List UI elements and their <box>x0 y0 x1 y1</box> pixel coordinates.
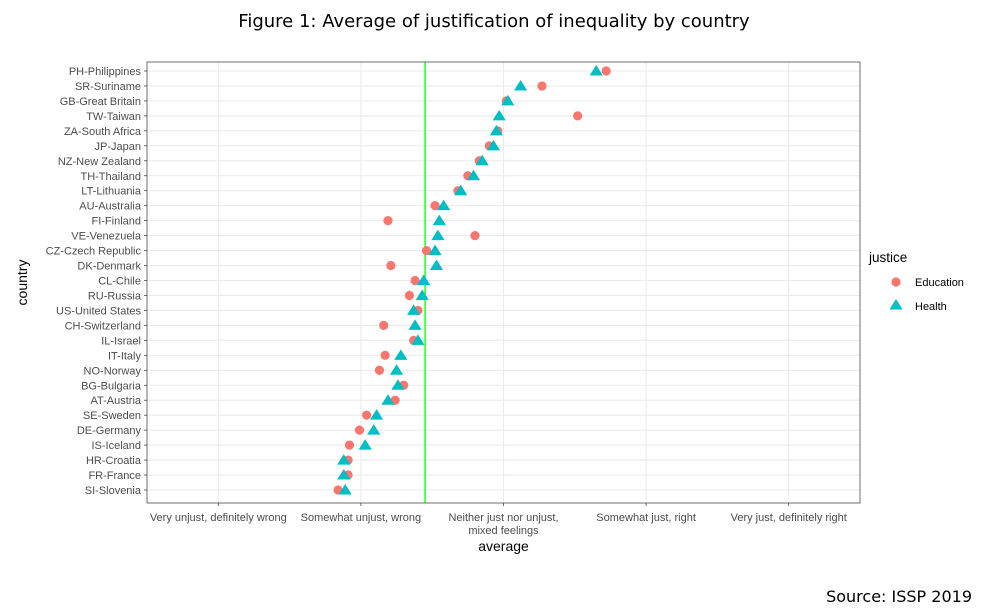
y-tick-label: DK-Denmark <box>77 261 141 273</box>
x-tick-label: Neither just nor unjust, mixed feelings <box>448 512 558 537</box>
y-tick-label: SI-Slovenia <box>85 485 142 497</box>
y-tick-label: CH-Switzerland <box>65 320 141 332</box>
health-point <box>381 394 395 405</box>
x-axis-tick-labels: Very unjust, definitely wrong Somewhat un… <box>150 503 847 537</box>
figure-title: Figure 1: Average of justification of in… <box>238 11 750 32</box>
y-tick-label: AU-Australia <box>79 201 142 213</box>
y-tick-label: FR-France <box>88 470 141 482</box>
x-tick-label: Very just, definitely right <box>731 512 847 524</box>
y-axis-title: country <box>14 260 30 306</box>
y-tick-label: IT-Italy <box>108 350 142 362</box>
y-tick-label: NZ-New Zealand <box>58 156 141 168</box>
y-tick-label: CL-Chile <box>98 276 141 288</box>
y-tick-label: SE-Sweden <box>83 410 141 422</box>
y-axis-tick-labels: PH-Philippines SR-Suriname GB-Great Britai… <box>46 66 147 497</box>
y-tick-label: LT-Lithuania <box>81 186 142 198</box>
health-point <box>489 124 503 136</box>
education-point <box>421 245 432 256</box>
health-point <box>369 409 384 420</box>
y-tick-label: VE-Venezuela <box>71 231 142 243</box>
grid-lines <box>147 62 860 503</box>
education-point <box>537 81 547 91</box>
health-point <box>432 214 446 226</box>
education-point <box>470 231 480 241</box>
health-point <box>437 199 451 211</box>
health-point <box>431 229 445 241</box>
health-point <box>338 484 352 495</box>
education-point <box>601 66 611 76</box>
health-point <box>429 259 444 271</box>
health-point <box>514 79 528 91</box>
y-tick-label: PH-Philippines <box>69 66 142 78</box>
y-tick-label: JP-Japan <box>95 141 141 153</box>
education-point <box>404 290 414 301</box>
legend-health-label: Health <box>915 301 947 313</box>
education-point <box>354 425 365 435</box>
y-tick-label: FI-Finland <box>91 216 141 228</box>
health-point <box>415 289 429 300</box>
education-point <box>380 350 390 360</box>
y-tick-label: TH-Thailand <box>80 171 141 183</box>
health-point <box>475 154 489 166</box>
health-point <box>417 274 431 285</box>
source-note: Source: ISSP 2019 <box>826 587 972 606</box>
education-point <box>430 201 440 211</box>
y-tick-label: AT-Austria <box>90 395 141 407</box>
legend-health-marker <box>889 299 903 310</box>
x-axis-title: average <box>478 538 529 554</box>
health-point <box>389 364 404 375</box>
health-point <box>367 424 381 435</box>
y-tick-label: TW-Taiwan <box>86 111 141 123</box>
education-point <box>410 275 420 286</box>
health-point <box>358 439 372 450</box>
health-point <box>337 469 351 480</box>
y-tick-label: NO-Norway <box>84 365 142 377</box>
health-point <box>589 65 603 76</box>
y-tick-label: BG-Bulgaria <box>81 380 142 392</box>
health-point <box>486 139 501 151</box>
data-marks <box>333 65 611 495</box>
y-tick-label: IS-Iceland <box>91 440 141 452</box>
y-tick-label: DE-Germany <box>77 425 142 437</box>
health-point <box>337 454 351 465</box>
health-point <box>407 304 421 315</box>
education-point <box>573 111 583 121</box>
legend-education-label: Education <box>915 277 964 289</box>
education-point <box>362 410 372 420</box>
education-point <box>374 365 385 375</box>
health-point <box>501 94 515 106</box>
education-point <box>386 260 396 271</box>
y-tick-label: IL-Israel <box>101 335 141 347</box>
legend: justice Education Health <box>868 250 964 313</box>
health-point <box>408 319 422 330</box>
education-point <box>344 440 355 450</box>
health-point <box>466 169 481 181</box>
health-point <box>391 379 405 390</box>
health-point <box>411 334 425 345</box>
health-point <box>394 349 408 360</box>
y-tick-label: RU-Russia <box>88 290 142 302</box>
health-point <box>454 184 468 196</box>
education-point <box>383 216 393 226</box>
y-tick-label: GB-Great Britain <box>60 96 141 108</box>
y-tick-label: SR-Suriname <box>75 81 141 93</box>
y-tick-label: US-United States <box>56 305 141 317</box>
legend-education-marker <box>891 277 901 287</box>
legend-title: justice <box>868 250 907 265</box>
x-tick-label: Somewhat unjust, wrong <box>301 512 421 524</box>
education-point <box>379 320 389 330</box>
y-tick-label: CZ-Czech Republic <box>46 246 142 258</box>
health-point <box>428 244 442 256</box>
x-tick-label: Very unjust, definitely wrong <box>150 512 287 524</box>
x-tick-label: Somewhat just, right <box>596 512 696 524</box>
y-tick-label: HR-Croatia <box>86 455 142 467</box>
y-tick-label: ZA-South Africa <box>64 126 142 138</box>
health-point <box>492 109 506 121</box>
